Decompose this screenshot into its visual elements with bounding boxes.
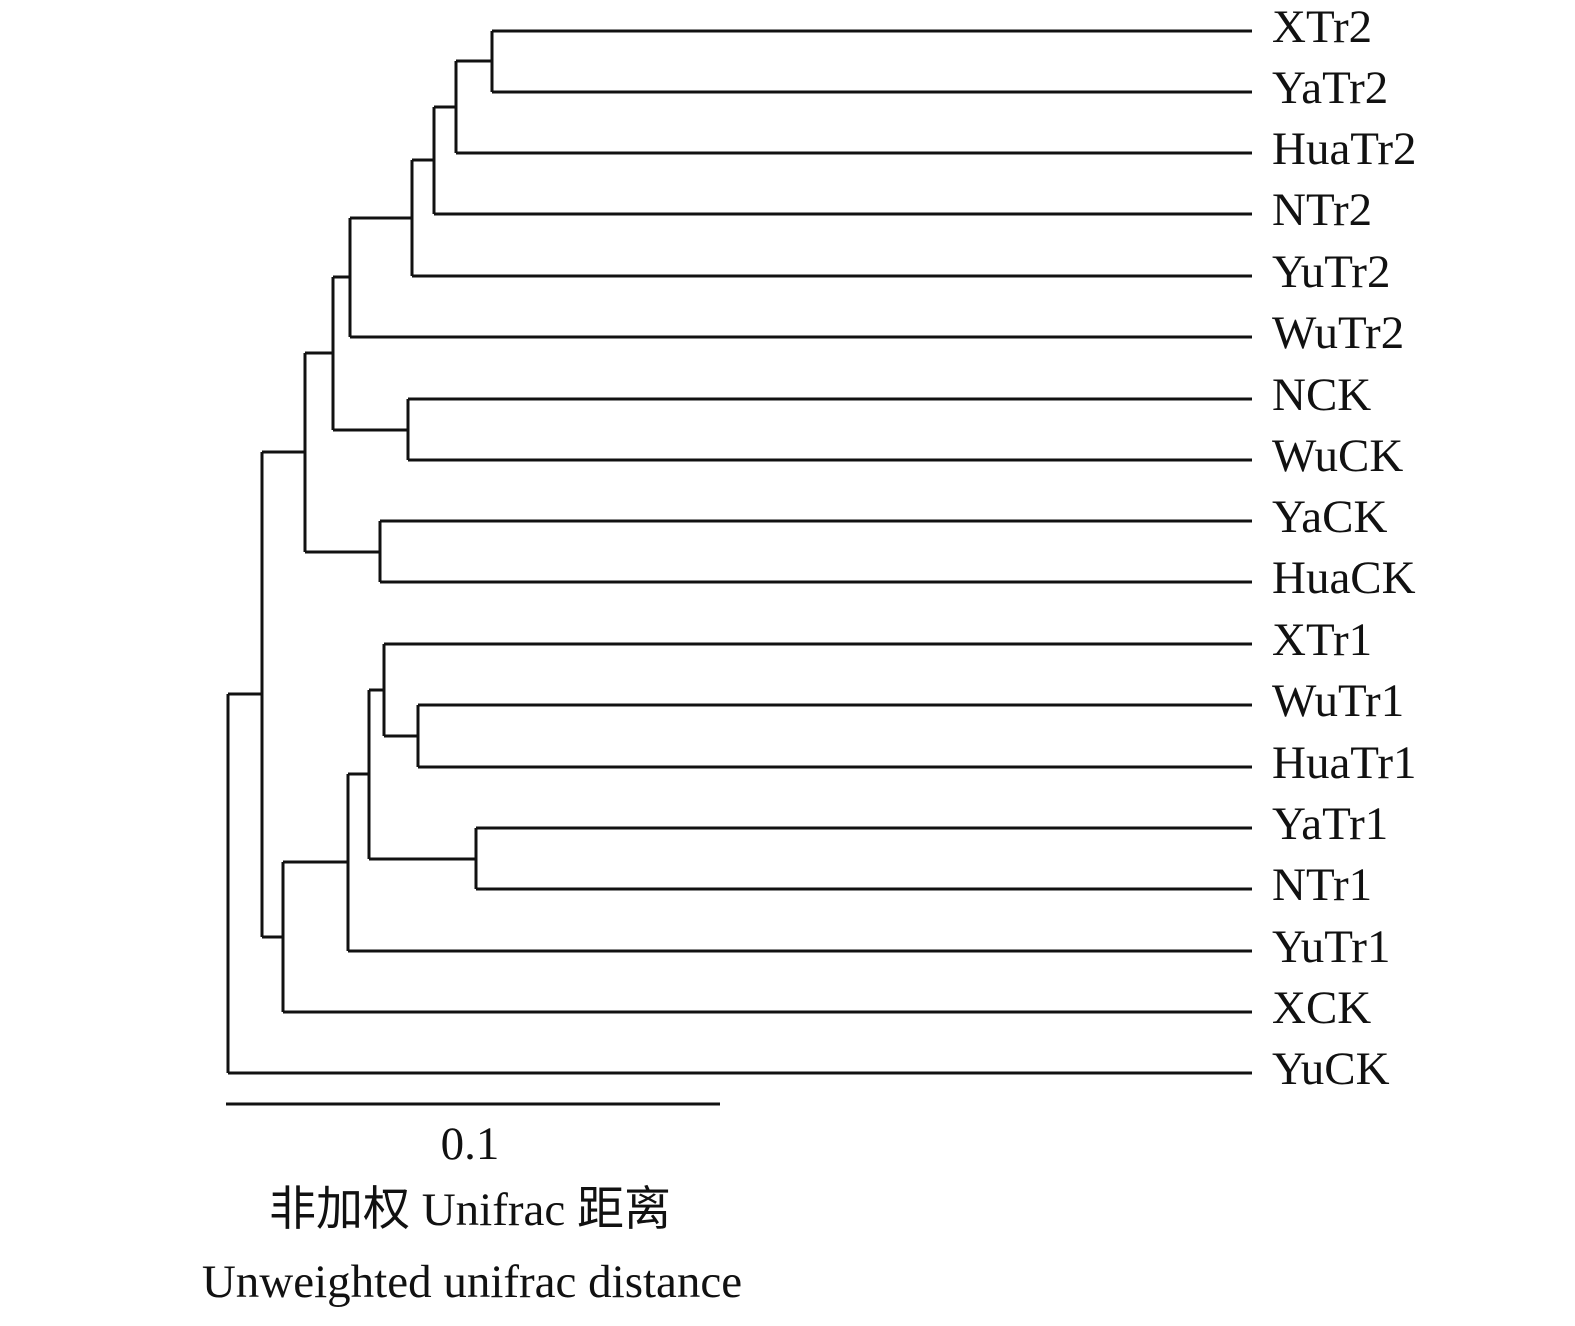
leaf-label: HuaTr1 xyxy=(1272,737,1417,789)
leaf-label: YaCK xyxy=(1272,491,1387,543)
leaf-label: YuTr2 xyxy=(1272,246,1390,298)
leaf-label: XCK xyxy=(1272,982,1371,1034)
tree-branches xyxy=(226,29,1252,1075)
scale-label: 0.1 xyxy=(441,1118,500,1170)
leaf-label: WuTr2 xyxy=(1272,307,1404,359)
leaf-label: YuCK xyxy=(1272,1043,1390,1095)
leaf-label: WuTr1 xyxy=(1272,675,1404,727)
leaf-label: NCK xyxy=(1272,369,1371,421)
leaf-label: HuaTr2 xyxy=(1272,123,1417,175)
axis-title-chinese: 非加权 Unifrac 距离 xyxy=(269,1184,671,1236)
leaf-label: XTr1 xyxy=(1272,614,1372,666)
leaf-label: WuCK xyxy=(1272,430,1403,482)
leaf-label: NTr2 xyxy=(1272,184,1372,236)
leaf-label: NTr1 xyxy=(1272,859,1372,911)
leaf-label: HuaCK xyxy=(1272,552,1416,604)
leaf-label: YaTr1 xyxy=(1272,798,1388,850)
leaf-labels: XTr2 YaTr2 HuaTr2 NTr2 YuTr2 WuTr2 NCK WuCK YaCK… xyxy=(1272,1,1417,1095)
leaf-label: YuTr1 xyxy=(1272,921,1390,973)
leaf-label: YaTr2 xyxy=(1272,62,1388,114)
axis-title-english: Unweighted unifrac distance xyxy=(202,1256,742,1308)
leaf-label: XTr2 xyxy=(1272,1,1372,53)
